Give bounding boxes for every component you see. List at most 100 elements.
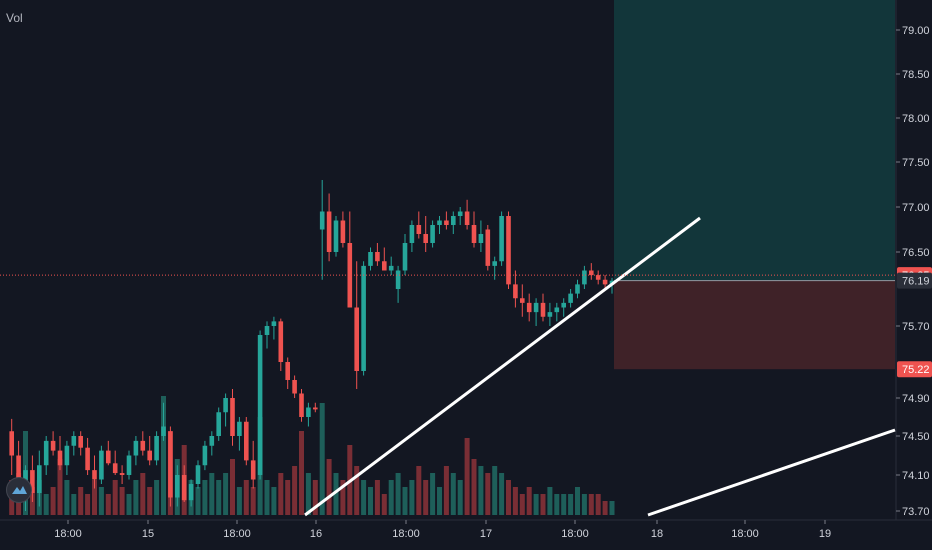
candle-body [437,220,442,225]
candle-body [175,475,180,498]
candle-body [264,326,270,335]
volume-bar [519,494,525,515]
tradingview-logo-icon[interactable] [6,477,32,503]
volume-bar [471,459,477,515]
candle-body [161,426,166,436]
price-label-text: 75.22 [902,364,930,376]
x-tick-label: 18:00 [392,528,420,540]
candle-body [402,243,408,271]
volume-bar [374,480,380,515]
volume-bar [85,494,91,515]
volume-bar [250,487,256,515]
volume-bar [478,466,484,515]
candle-body [602,279,608,285]
y-tick-label: 74.50 [902,431,930,443]
x-tick-label: 15 [142,528,154,540]
candle-body [140,440,146,451]
candle-body [202,445,208,466]
candle-body [223,398,228,413]
y-tick-label: 77.00 [902,202,930,214]
volume-bar [526,487,532,515]
volume-bar [154,480,160,515]
candle-body [147,450,152,461]
time-axis[interactable]: 18:00 15 18:00 16 18:00 17 18:00 18 18:00 19 [0,519,932,550]
volume-bar [285,480,291,515]
volume-bar [140,473,146,515]
candle-body [126,455,132,475]
candle-body [430,225,435,243]
candles [9,180,615,511]
volume-bar [361,480,367,515]
candle-body [257,335,263,475]
volume-bar [457,480,463,515]
volume-bar [98,487,104,515]
volume-legend-label: Vol [6,11,23,25]
volume-bar [271,487,277,515]
candle-body [547,312,553,317]
volume-bar [243,480,249,515]
price-axis[interactable]: 79.00 78.50 78.00 77.50 77.00 76.50 75.70 74.90… [895,0,930,520]
volume-bar [595,494,601,515]
volume-bar [443,466,449,515]
candle-body [492,261,497,266]
volume-bar [423,480,429,515]
price-label-stop [897,361,932,378]
candle-body [513,284,518,299]
y-tick-label: 73.70 [902,506,930,518]
y-tick-label: 76.50 [902,247,930,259]
candle-body [326,211,332,252]
candle-body [106,450,111,464]
candle-body [306,407,311,417]
candle-body [278,321,284,362]
volume-bar [581,494,587,515]
candle-body [589,270,594,276]
volume-bar [92,480,97,515]
volume-bar [278,473,284,515]
candle-body [319,211,325,230]
volume-bar [147,487,153,515]
candle-body [444,220,449,225]
volume-bar [202,480,208,515]
candle-body [575,284,580,294]
candle-body [16,455,21,489]
volume-bar [492,466,498,515]
volume-bar [64,480,70,515]
volume-bar [499,473,505,515]
trendline-1[interactable] [304,216,701,517]
volume-bar [464,438,470,515]
candle-body [464,211,470,225]
x-tick-label: 18:00 [54,528,82,540]
volume-bar [554,494,560,515]
candle-body [533,302,539,313]
y-tick-label: 74.10 [902,470,930,482]
volume-bar [264,480,270,515]
candle-body [520,298,525,303]
trendline-2[interactable] [647,428,896,517]
y-tick-label: 79.00 [902,25,930,37]
volume-bar [161,396,166,515]
candle-body [244,421,249,461]
volume-bar [512,487,518,515]
volume-bar [533,494,539,515]
candle-body [9,431,14,456]
volume-bar [105,494,111,515]
candle-body [471,225,477,243]
volume-bar [333,473,339,515]
volume-bar [340,480,346,515]
candle-body [451,216,456,225]
candle-body [30,470,35,493]
candle-body [168,431,173,498]
candle-body [99,450,104,480]
candle-body [154,436,159,461]
volume-bar [430,473,436,515]
volume-bar [416,466,422,515]
candle-body [85,447,90,471]
candle-body [50,440,56,451]
volume-bar [216,480,222,515]
candle-body [37,465,42,493]
volume-bar [409,480,415,515]
y-tick-label: 75.70 [902,321,930,333]
trendlines[interactable] [304,216,896,517]
